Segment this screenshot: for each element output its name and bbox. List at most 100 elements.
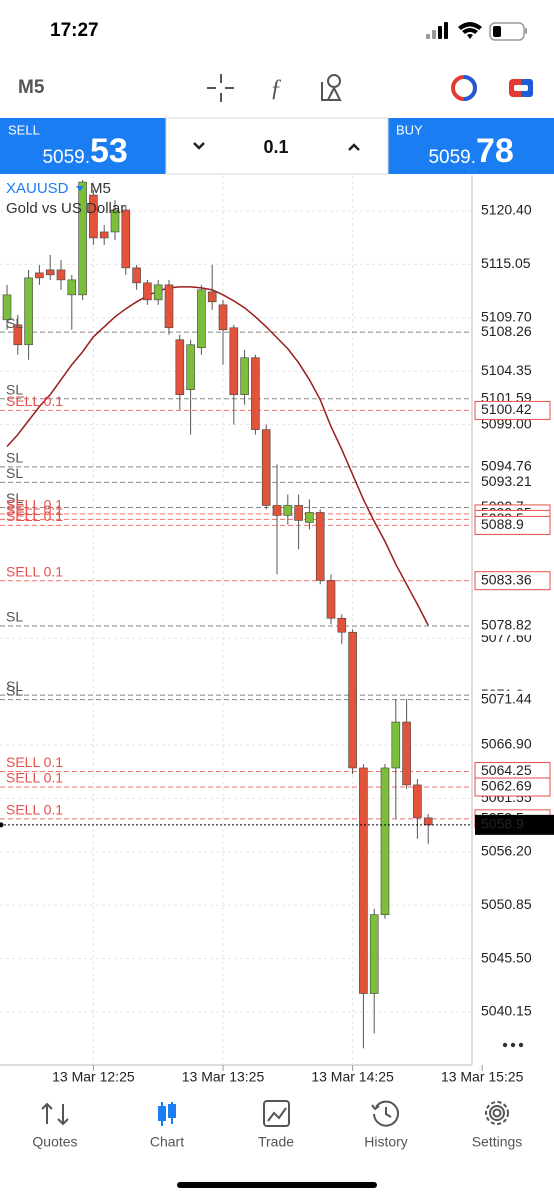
order-label: SELL 0.1 bbox=[6, 802, 63, 818]
indicators-icon[interactable]: ƒ bbox=[270, 76, 282, 102]
candle-body bbox=[326, 580, 336, 619]
price-tick-label: 5104.35 bbox=[481, 362, 532, 378]
price-box bbox=[474, 777, 551, 797]
candle-body bbox=[413, 784, 422, 819]
candle-body bbox=[35, 272, 44, 279]
more-icon[interactable] bbox=[502, 1042, 524, 1048]
tab-bar bbox=[0, 1090, 554, 1199]
candle-body bbox=[305, 512, 314, 523]
symbol-dropdown[interactable] bbox=[76, 186, 84, 191]
crosshair-icon[interactable] bbox=[207, 74, 234, 102]
tab-labels: Quotes Chart Trade History Settings bbox=[32, 1134, 522, 1150]
candle-body bbox=[423, 817, 433, 826]
buy-price-suffix: 78 bbox=[476, 132, 514, 170]
tab-label[interactable]: Quotes bbox=[32, 1134, 77, 1150]
stop-loss-label: SL bbox=[6, 381, 23, 397]
tab-label[interactable]: Chart bbox=[150, 1134, 184, 1150]
stop-loss-label: SL bbox=[6, 678, 23, 694]
candle-body bbox=[380, 767, 390, 915]
time-tick-label: 13 Mar 12:25 bbox=[52, 1069, 135, 1085]
candle-body bbox=[218, 304, 228, 331]
candle-body bbox=[402, 721, 411, 786]
one-click-icon[interactable] bbox=[451, 75, 477, 101]
status-time: 17:27 bbox=[50, 20, 99, 41]
stop-loss-label: SL bbox=[6, 315, 23, 331]
price-tick-label: 5109.70 bbox=[481, 309, 532, 325]
price-tick-label: 5045.50 bbox=[481, 949, 532, 965]
price-tick-label: 5040.15 bbox=[481, 1003, 532, 1019]
order-label: SELL 0.1 bbox=[6, 393, 63, 409]
candle-body bbox=[315, 512, 325, 581]
candle-body bbox=[337, 617, 347, 633]
order-label: SELL 0.1 bbox=[6, 502, 63, 518]
price-tick-label: 5120.40 bbox=[481, 202, 532, 218]
chart-overlay: 5120.405115.055109.705104.355099.005077.… bbox=[0, 202, 554, 1085]
candle-body bbox=[369, 914, 379, 994]
tab-label[interactable]: History bbox=[364, 1134, 408, 1150]
stop-loss-label: SL bbox=[6, 465, 23, 481]
price-box bbox=[474, 515, 551, 535]
price-box-label: 5100.42 bbox=[481, 401, 532, 417]
symbol-description: Gold vs US Dollar bbox=[6, 200, 125, 217]
candle-body bbox=[24, 277, 33, 346]
price-box-label: 5064.25 bbox=[481, 762, 532, 778]
candle-body bbox=[283, 505, 293, 516]
candle-body bbox=[110, 209, 120, 233]
tab-label[interactable]: Trade bbox=[258, 1134, 294, 1150]
candle-body bbox=[67, 279, 77, 296]
candle-body bbox=[121, 209, 131, 269]
buy-button[interactable] bbox=[388, 118, 554, 174]
history-icon[interactable] bbox=[371, 1100, 399, 1127]
candle-body bbox=[143, 282, 152, 301]
price-box-label: 5088.9 bbox=[481, 516, 524, 532]
price-box-label: 5093.21 bbox=[481, 473, 532, 489]
quotes-icon[interactable] bbox=[41, 1102, 69, 1126]
settings-icon[interactable] bbox=[485, 1101, 509, 1125]
lot-value: 0.1 bbox=[263, 137, 288, 157]
price-box-label: 5062.69 bbox=[481, 778, 532, 794]
price-tick-label: 5066.90 bbox=[481, 736, 532, 752]
trade-tab-icon[interactable] bbox=[263, 1100, 290, 1127]
tab-label[interactable]: Settings bbox=[472, 1134, 523, 1150]
candle-body bbox=[13, 324, 23, 346]
order-label: SELL 0.1 bbox=[6, 754, 63, 770]
candle-body bbox=[197, 289, 206, 349]
chart-icon[interactable] bbox=[158, 1102, 176, 1126]
time-tick-label: 13 Mar 13:25 bbox=[182, 1069, 265, 1085]
price-box-label: 5094.76 bbox=[481, 458, 532, 474]
stop-loss-label: SL bbox=[6, 609, 23, 625]
candle-body bbox=[2, 294, 12, 321]
candle-body bbox=[240, 357, 249, 395]
price-tick-label: 5050.85 bbox=[481, 896, 532, 912]
trade-icon[interactable] bbox=[509, 79, 533, 97]
candle-body bbox=[45, 269, 55, 276]
price-box bbox=[475, 457, 550, 476]
sell-button[interactable] bbox=[0, 118, 166, 174]
candle-body bbox=[294, 505, 303, 521]
current-price-marker bbox=[0, 822, 4, 828]
candle-body bbox=[89, 194, 98, 239]
lot-box[interactable] bbox=[165, 117, 389, 175]
buy-label: BUY bbox=[396, 122, 423, 137]
price-box-label: 5108.26 bbox=[481, 323, 532, 339]
current-price-box bbox=[475, 814, 554, 835]
candle-body bbox=[153, 284, 163, 301]
sell-price-suffix: 53 bbox=[90, 132, 128, 170]
lot-increase[interactable] bbox=[348, 143, 360, 151]
timeframe-button[interactable]: M5 bbox=[18, 77, 45, 98]
order-label: SELL 0.1 bbox=[6, 770, 63, 786]
objects-icon[interactable] bbox=[321, 74, 342, 101]
price-box bbox=[475, 690, 550, 709]
status-icons bbox=[426, 22, 527, 41]
lot-decrease[interactable] bbox=[193, 142, 205, 150]
symbol[interactable]: XAUUSD bbox=[6, 180, 69, 197]
candle-body bbox=[99, 231, 109, 239]
candle-body bbox=[56, 269, 66, 281]
price-box bbox=[475, 323, 550, 342]
candle-body bbox=[348, 631, 357, 769]
candle-body bbox=[261, 429, 271, 506]
time-tick-label: 13 Mar 15:25 bbox=[441, 1069, 524, 1085]
candle-body bbox=[359, 767, 368, 994]
sell-label: SELL bbox=[8, 122, 40, 137]
